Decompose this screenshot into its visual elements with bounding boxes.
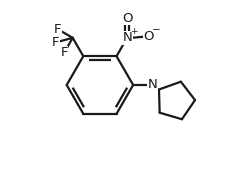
- Text: F: F: [54, 23, 62, 36]
- Text: +: +: [130, 27, 138, 36]
- Text: N: N: [148, 78, 157, 92]
- Text: N: N: [122, 31, 132, 44]
- Text: O: O: [122, 12, 132, 25]
- Text: −: −: [152, 25, 160, 35]
- Text: O: O: [144, 30, 154, 43]
- Text: F: F: [60, 46, 68, 59]
- Text: F: F: [52, 36, 60, 49]
